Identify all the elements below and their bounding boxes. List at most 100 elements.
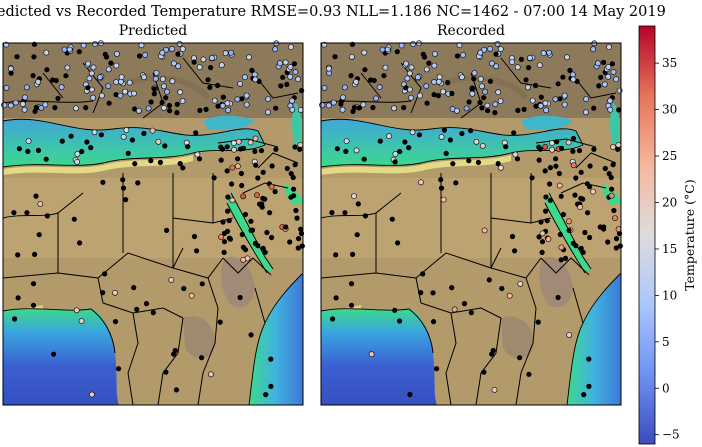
station-marker — [295, 245, 301, 251]
station-marker — [598, 74, 604, 80]
station-marker — [73, 105, 79, 112]
station-marker — [59, 138, 65, 144]
station-marker — [297, 146, 303, 152]
station-marker — [394, 49, 400, 55]
station-marker — [211, 175, 217, 181]
station-marker — [348, 53, 355, 60]
station-marker — [338, 101, 344, 107]
station-marker — [235, 138, 242, 145]
station-marker — [587, 184, 593, 190]
station-marker — [379, 46, 386, 53]
station-marker — [431, 62, 438, 69]
station-marker — [78, 318, 85, 324]
station-marker — [163, 369, 169, 375]
station-marker — [99, 92, 105, 99]
station-marker — [605, 73, 612, 80]
station-marker — [543, 107, 549, 114]
station-marker — [12, 99, 19, 106]
station-marker — [570, 135, 577, 142]
station-marker — [581, 392, 587, 398]
station-marker — [553, 156, 559, 162]
station-marker — [453, 107, 460, 114]
station-marker — [221, 230, 228, 236]
station-marker — [420, 51, 426, 57]
station-marker — [615, 142, 622, 148]
station-marker — [441, 127, 447, 133]
station-marker — [179, 46, 186, 52]
station-marker — [282, 59, 289, 66]
station-marker — [272, 189, 278, 195]
station-marker — [565, 139, 572, 146]
colorbar-tick-label: 15 — [662, 242, 677, 256]
station-marker — [351, 193, 357, 199]
station-marker — [521, 106, 527, 112]
station-marker — [239, 182, 245, 189]
station-marker — [208, 55, 215, 61]
station-marker — [495, 89, 502, 96]
station-marker — [221, 239, 228, 245]
station-marker — [440, 88, 446, 95]
station-marker — [241, 74, 248, 81]
station-marker — [529, 97, 536, 104]
station-marker — [569, 71, 576, 78]
station-marker — [537, 146, 544, 152]
station-marker — [461, 301, 468, 307]
station-marker — [24, 210, 30, 216]
station-marker — [113, 79, 119, 85]
station-marker — [211, 97, 218, 104]
station-marker — [100, 290, 106, 296]
station-marker — [297, 142, 304, 148]
station-marker — [8, 70, 14, 76]
station-marker — [543, 194, 549, 200]
station-marker — [608, 174, 614, 181]
station-marker — [194, 151, 201, 158]
station-marker — [145, 105, 152, 112]
station-marker — [606, 171, 612, 177]
station-marker — [570, 76, 577, 83]
station-marker — [471, 76, 477, 82]
station-marker — [122, 88, 128, 95]
station-marker — [273, 105, 279, 111]
station-marker — [402, 139, 408, 145]
station-marker — [542, 100, 549, 107]
station-marker — [225, 107, 231, 114]
station-marker — [362, 67, 368, 73]
station-marker — [491, 386, 498, 393]
station-marker — [208, 65, 214, 71]
station-marker — [488, 60, 495, 67]
station-marker — [16, 146, 22, 152]
station-marker — [509, 233, 516, 240]
station-marker — [291, 61, 297, 67]
station-marker — [98, 132, 104, 138]
station-marker — [254, 192, 260, 198]
station-marker — [547, 181, 553, 187]
station-marker — [348, 73, 354, 79]
station-marker — [220, 94, 226, 100]
station-marker — [15, 295, 21, 301]
station-marker — [269, 234, 275, 241]
station-marker — [611, 207, 617, 214]
station-marker — [113, 92, 119, 98]
station-marker — [240, 145, 247, 151]
station-marker — [321, 85, 328, 91]
station-marker — [197, 107, 203, 113]
station-marker — [106, 100, 112, 106]
station-marker — [426, 60, 432, 66]
station-marker — [25, 148, 31, 154]
station-marker — [181, 285, 187, 292]
station-marker — [546, 49, 552, 56]
station-marker — [377, 138, 383, 144]
station-marker — [43, 156, 49, 162]
station-marker — [555, 81, 561, 87]
station-marker — [32, 251, 38, 257]
station-marker — [417, 92, 423, 99]
station-marker — [262, 196, 268, 202]
station-marker — [61, 46, 68, 53]
station-marker — [135, 107, 142, 114]
station-marker — [333, 252, 339, 258]
station-marker — [408, 94, 414, 101]
station-marker — [466, 99, 472, 105]
station-marker — [555, 294, 561, 301]
station-marker — [342, 210, 348, 216]
station-marker — [423, 66, 430, 73]
